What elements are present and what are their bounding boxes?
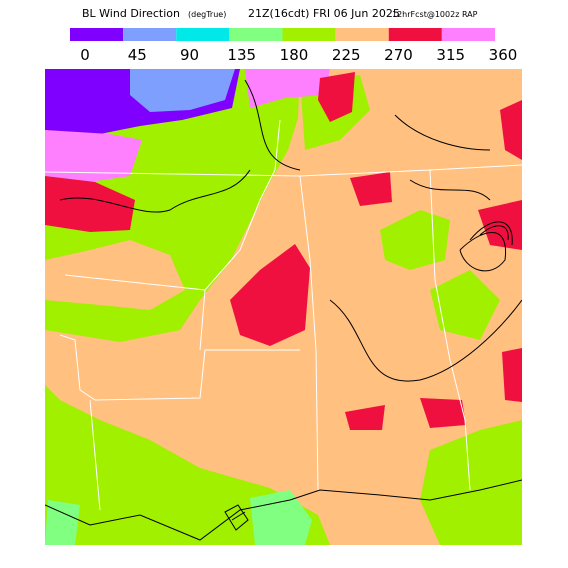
colorbar-label: 270	[384, 46, 413, 64]
region	[45, 500, 80, 545]
colorbar-label: 0	[80, 46, 90, 64]
region	[345, 405, 385, 430]
map	[45, 69, 522, 545]
region	[250, 490, 312, 545]
valid-time: 21Z(16cdt) FRI 06 Jun 2025	[248, 7, 400, 20]
colorbar-label: 180	[280, 46, 309, 64]
colorbar: 0 45 90 135 180 225 270 315 360	[70, 28, 517, 64]
colorbar-label: 360	[489, 46, 518, 64]
region	[318, 72, 355, 122]
colorbar-swatch	[229, 28, 283, 41]
region	[245, 69, 330, 108]
colorbar-swatch	[70, 28, 124, 41]
colorbar-label: 90	[180, 46, 199, 64]
state-lines	[45, 119, 522, 511]
colorbar-label: 315	[436, 46, 465, 64]
region	[130, 69, 235, 112]
coastline	[45, 479, 522, 541]
region	[502, 348, 522, 402]
model-info: 12hrFcst@1002z RAP	[392, 10, 478, 19]
colorbar-swatch	[335, 28, 389, 41]
units: (degTrue)	[188, 10, 226, 19]
colorbar-label: 225	[332, 46, 361, 64]
colorbar-swatch	[176, 28, 230, 41]
region	[350, 172, 392, 206]
region	[45, 130, 142, 182]
colorbar-swatch	[282, 28, 336, 41]
contours	[59, 79, 522, 382]
title: BL Wind Direction	[82, 7, 180, 20]
marker	[224, 504, 249, 531]
colorbar-label: 135	[227, 46, 256, 64]
region	[430, 270, 500, 340]
colorbar-label: 45	[128, 46, 147, 64]
region	[420, 398, 466, 428]
region	[45, 176, 135, 232]
colorbar-swatch	[388, 28, 442, 41]
colorbar-swatch	[123, 28, 177, 41]
colorbar-swatch	[441, 28, 495, 41]
region	[500, 100, 522, 160]
region	[478, 200, 522, 250]
region	[45, 240, 185, 310]
region	[420, 420, 522, 545]
region	[230, 244, 310, 346]
